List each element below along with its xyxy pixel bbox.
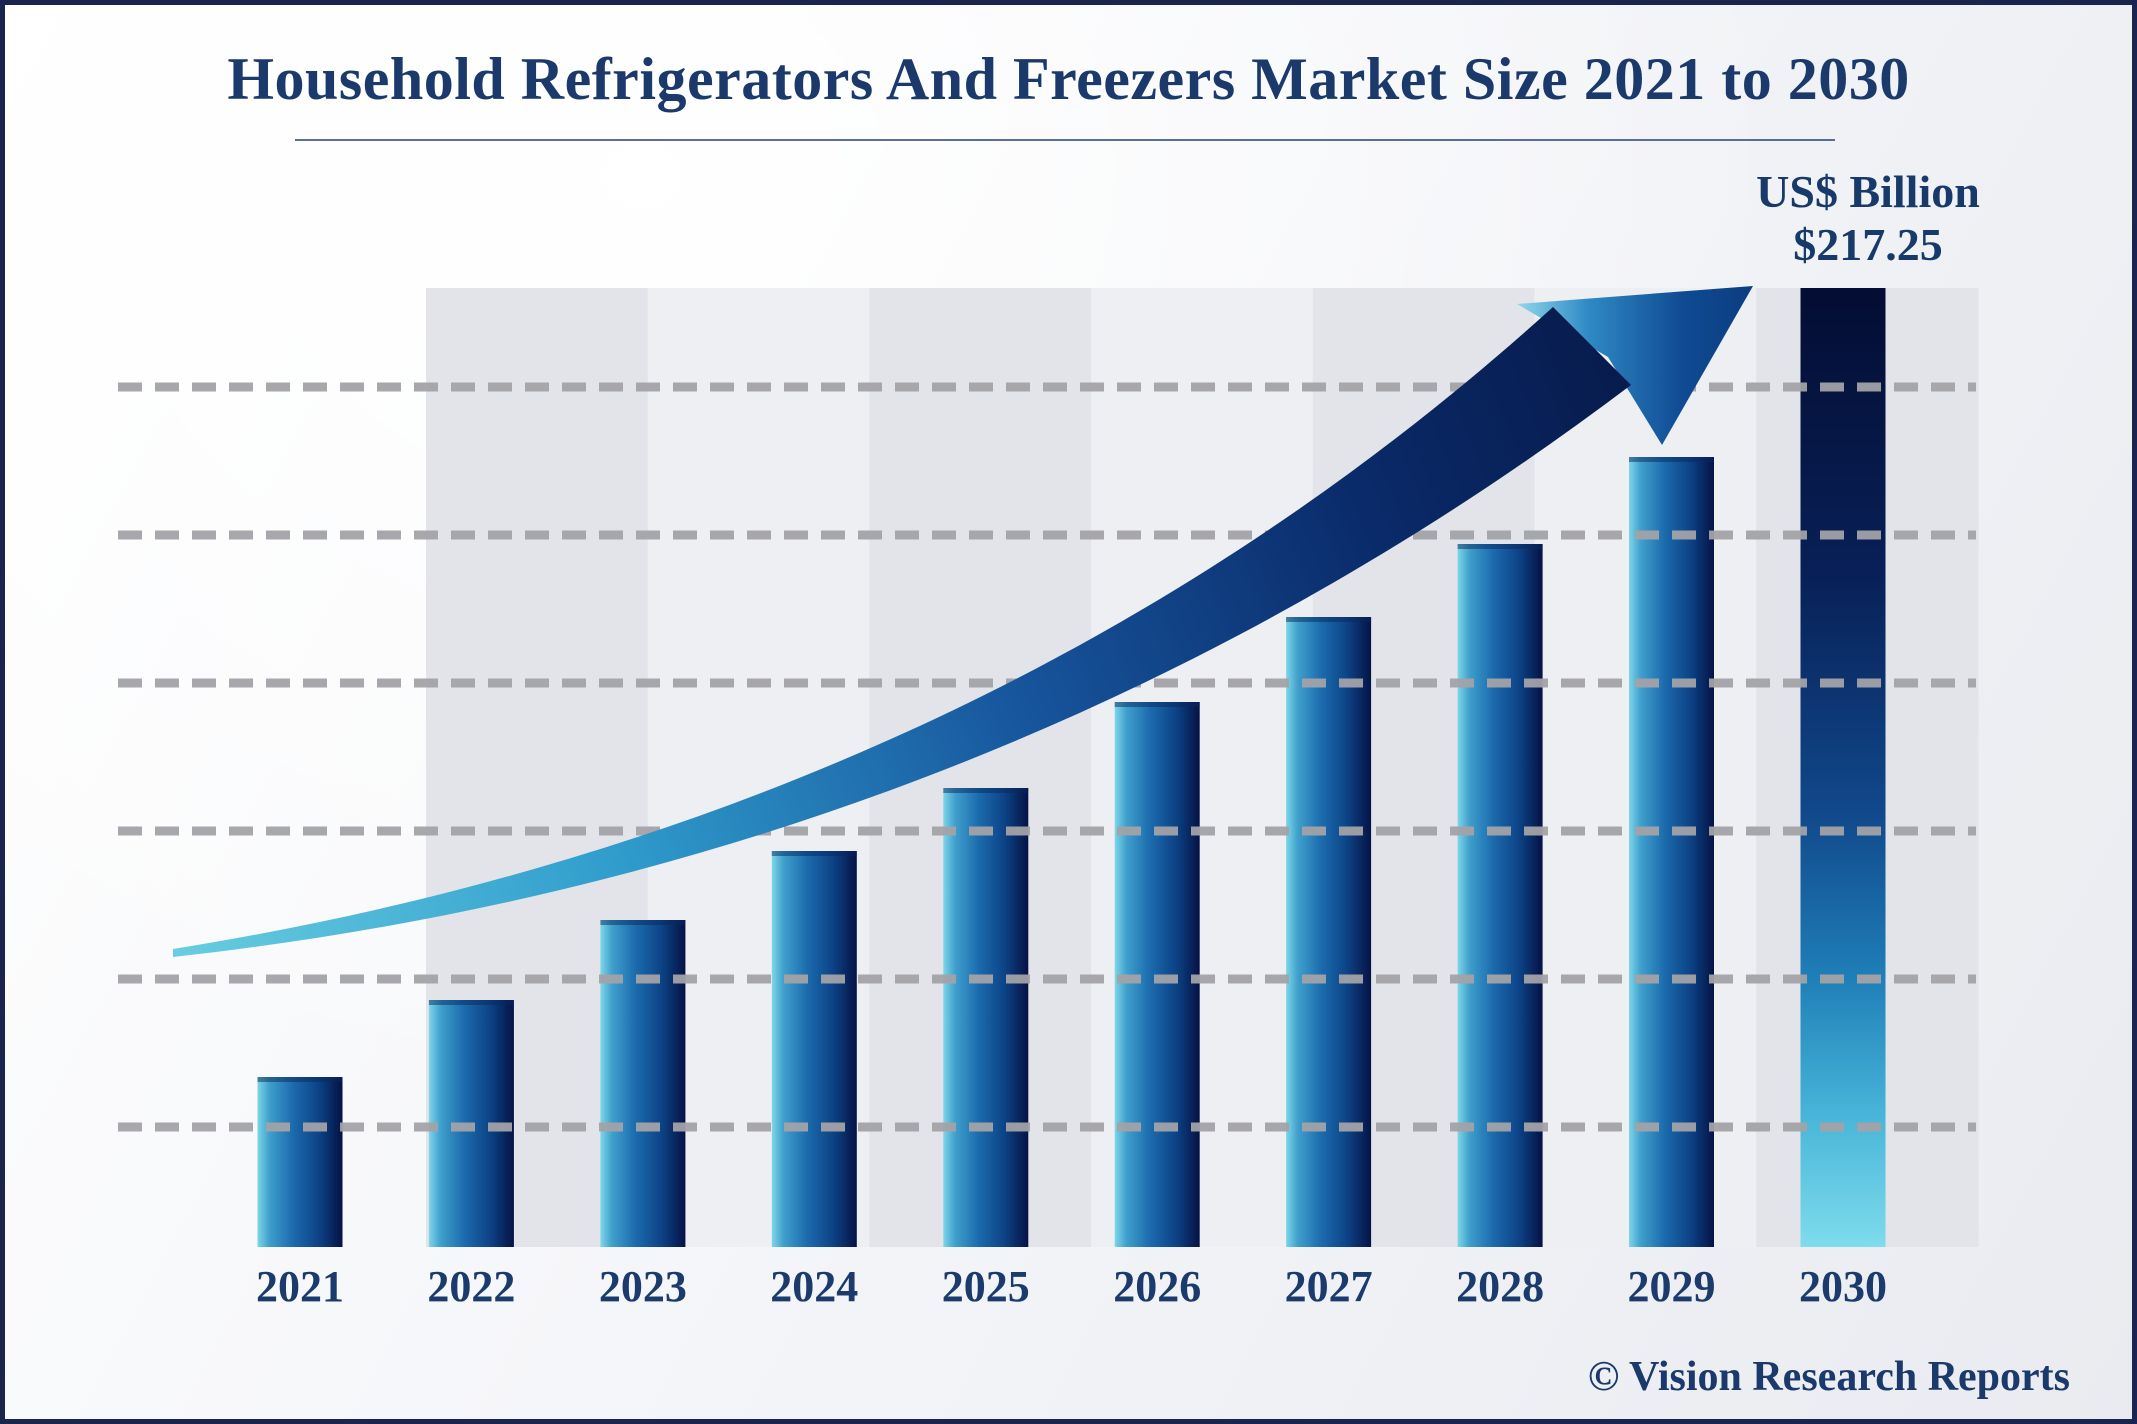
bar-top-cap [1629,457,1714,462]
bar-top-cap [1114,702,1200,707]
bar-2029 [1629,457,1714,1247]
x-axis-label-2023: 2023 [599,1262,687,1311]
bar-2025 [943,788,1029,1247]
x-axis-label-2026: 2026 [1113,1262,1201,1311]
trend-arrow-head [1517,286,1753,445]
x-axis-label-2028: 2028 [1456,1262,1544,1311]
title-underline [295,139,1835,141]
bar-top-cap [600,920,686,925]
bar-top-cap [1457,544,1543,549]
bar-2023 [600,920,686,1247]
trend-arrow [173,286,1753,957]
x-axis-label-2029: 2029 [1628,1262,1716,1311]
x-axis-label-2021: 2021 [256,1262,344,1311]
chart-title: Household Refrigerators And Freezers Mar… [227,46,1910,112]
bar-2027 [1286,617,1372,1247]
source-attribution: © Vision Research Reports [1587,1354,2070,1400]
x-axis-label-2030: 2030 [1799,1262,1887,1311]
bar-2024 [771,851,857,1247]
value-2030-label: $217.25 [1793,219,1943,271]
value-callout: US$ Billion $217.25 [1718,165,2018,272]
x-axis-label-2024: 2024 [770,1262,858,1311]
bar-2028 [1457,544,1543,1247]
bar-top-cap [1286,617,1372,622]
trend-arrow-shaft [173,307,1631,957]
x-axis-label-2027: 2027 [1285,1262,1373,1311]
bar-2030 [1800,288,1886,1247]
bar-top-cap [428,1000,514,1005]
gridlines-group [118,382,1976,1132]
bar-top-cap [257,1077,343,1082]
x-axis-label-2025: 2025 [942,1262,1030,1311]
x-axis-label-2022: 2022 [427,1262,515,1311]
x-axis-labels: 2021 2022 2023 2024 2025 2026 2027 2028 2029 2030 [256,1262,1887,1311]
bar-top-cap [943,788,1029,793]
bar-top-cap [771,851,857,856]
bar-2021 [257,1077,343,1247]
unit-label: US$ Billion [1756,166,1980,217]
chart-svg: 2021 2022 2023 2024 2025 2026 2027 2028 2029 2030 [118,286,1979,1311]
